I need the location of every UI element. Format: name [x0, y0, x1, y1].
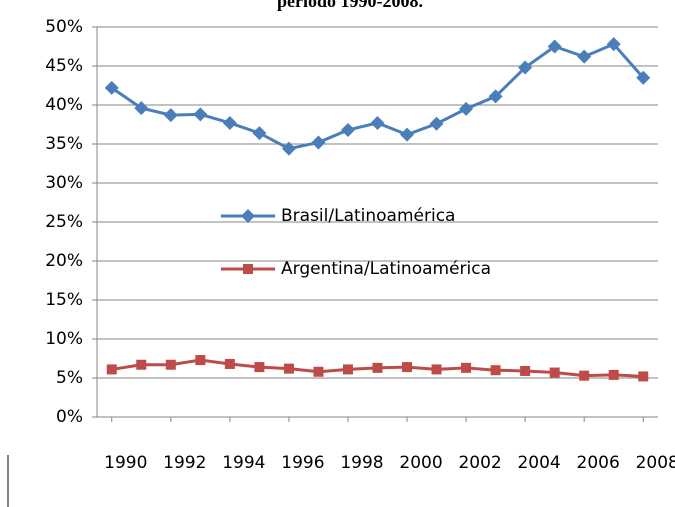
x-tick-label: 1992 [163, 453, 206, 473]
legend-label: Brasil/Latinoamérica [281, 206, 455, 226]
chart-title: período 1990-2008. [277, 0, 423, 11]
data-point [461, 362, 472, 373]
data-point [370, 115, 385, 130]
x-tick-label: 1998 [340, 453, 383, 473]
data-point [549, 367, 560, 378]
data-point [520, 365, 531, 376]
data-point [104, 80, 119, 95]
data-point [606, 37, 621, 52]
data-point [254, 362, 265, 373]
x-tick-label: 1996 [281, 453, 324, 473]
x-tick-label: 1994 [222, 453, 265, 473]
data-point [518, 60, 533, 75]
data-point [547, 39, 562, 54]
x-tick-label: 2006 [577, 453, 620, 473]
y-tick-label: 10% [45, 329, 83, 349]
data-point [224, 358, 235, 369]
legend-label: Argentina/Latinoamérica [281, 259, 491, 279]
data-point [222, 115, 237, 130]
legend-marker [241, 209, 255, 223]
data-point [136, 359, 147, 370]
y-tick-label: 45% [45, 56, 83, 76]
y-tick-label: 40% [45, 95, 83, 115]
data-point [106, 364, 117, 375]
data-point [490, 365, 501, 376]
data-point [195, 355, 206, 366]
data-point [193, 107, 208, 122]
data-point [311, 135, 326, 150]
data-point [638, 371, 649, 382]
y-tick-label: 25% [45, 212, 83, 232]
data-point [577, 49, 592, 64]
series-line [110, 42, 645, 151]
y-tick-label: 30% [45, 173, 83, 193]
y-tick-label: 15% [45, 290, 83, 310]
data-point [252, 126, 267, 141]
x-tick-label: 2000 [399, 453, 442, 473]
data-point [459, 101, 474, 116]
x-tick-label: 2002 [458, 453, 501, 473]
y-tick-label: 5% [56, 368, 83, 388]
y-tick-label: 50% [45, 17, 83, 37]
data-point [402, 362, 413, 373]
data-point [579, 370, 590, 381]
data-point [134, 101, 149, 116]
data-point [281, 141, 296, 156]
y-tick-label: 35% [45, 134, 83, 154]
data-point [400, 127, 415, 142]
data-point [283, 363, 294, 374]
data-point [431, 364, 442, 375]
data-point [313, 366, 324, 377]
data-point [636, 70, 651, 85]
x-tick-label: 2008 [636, 453, 675, 473]
x-tick-label: 2004 [517, 453, 560, 473]
data-point [165, 359, 176, 370]
x-tick-label: 1990 [104, 453, 147, 473]
data-point [163, 108, 178, 123]
data-point [488, 89, 503, 104]
data-point [342, 364, 353, 375]
data-point [608, 369, 619, 380]
legend-marker [243, 264, 253, 274]
data-point [429, 116, 444, 131]
y-tick-label: 20% [45, 251, 83, 271]
y-tick-label: 0% [56, 407, 83, 427]
data-point [340, 122, 355, 137]
data-point [372, 362, 383, 373]
